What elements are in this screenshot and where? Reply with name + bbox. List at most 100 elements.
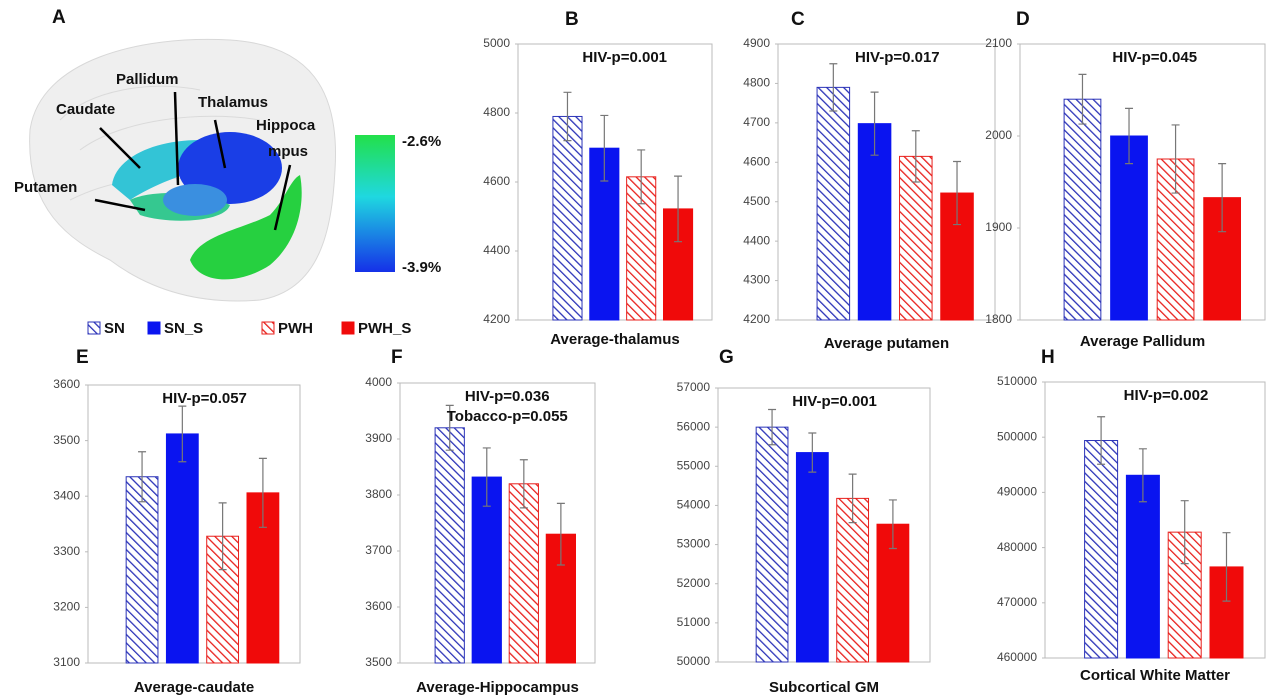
y-tick-label: 480000 (997, 540, 1037, 554)
bar (857, 123, 892, 321)
bar (1084, 440, 1119, 659)
y-tick-label: 4400 (743, 233, 770, 247)
y-tick-label: 5000 (483, 36, 510, 50)
error-bar (1097, 416, 1106, 465)
legend-label: SN_S (164, 320, 203, 337)
x-axis-label: Average-Hippocampus (416, 679, 579, 696)
x-axis-label: Average Pallidum (1080, 333, 1205, 350)
y-tick-label: 54000 (677, 498, 711, 512)
y-tick-label: 3900 (365, 431, 392, 445)
bar (1125, 474, 1160, 659)
y-tick-label: 510000 (997, 374, 1037, 388)
y-tick-label: 3400 (53, 488, 80, 502)
y-tick-label: 500000 (997, 429, 1037, 443)
y-tick-label: 56000 (677, 419, 711, 433)
panel-letter: G (719, 347, 734, 368)
legend-label: SN (104, 320, 125, 337)
panel-letter: D (1016, 9, 1030, 30)
y-tick-label: 51000 (677, 615, 711, 629)
region-label: Caudate (56, 101, 115, 118)
y-tick-label: 1800 (985, 312, 1012, 326)
error-bar (829, 63, 838, 112)
y-tick-label: 4800 (483, 105, 510, 119)
error-bar (953, 160, 962, 226)
y-tick-label: 3500 (365, 655, 392, 669)
bar (125, 476, 159, 664)
panel-letter: F (391, 347, 403, 368)
error-bar (445, 404, 454, 451)
y-tick-label: 3700 (365, 543, 392, 557)
legend-swatch (87, 321, 101, 335)
legend-swatch (147, 321, 161, 335)
panel-letter: E (76, 347, 89, 368)
bar (508, 483, 539, 664)
annotation: HIV-p=0.001 (582, 49, 667, 66)
brain-illustration (29, 38, 395, 302)
y-tick-label: 53000 (677, 537, 711, 551)
y-tick-label: 55000 (677, 458, 711, 472)
colorbar-label: -3.9% (402, 259, 441, 276)
x-axis-label: Subcortical GM (769, 679, 879, 696)
x-axis-label: Average putamen (824, 335, 949, 352)
y-tick-label: 4600 (743, 154, 770, 168)
y-tick-label: 4200 (483, 312, 510, 326)
error-bar (1138, 448, 1147, 503)
y-tick-label: 3100 (53, 655, 80, 669)
region-label: Putamen (14, 179, 77, 196)
y-tick-label: 4000 (365, 375, 392, 389)
y-tick-label: 57000 (677, 380, 711, 394)
bar (552, 115, 583, 321)
y-tick-label: 3200 (53, 600, 80, 614)
error-bar (482, 447, 491, 507)
y-tick-label: 4400 (483, 243, 510, 257)
legend-label: PWH (278, 320, 313, 337)
annotation: HIV-p=0.001 (792, 393, 877, 410)
bar (836, 497, 870, 663)
error-bar (1222, 532, 1231, 602)
error-bar (519, 459, 528, 509)
bar (1063, 98, 1102, 321)
y-tick-label: 490000 (997, 485, 1037, 499)
error-bar (556, 502, 565, 566)
panel-letter: H (1041, 347, 1055, 368)
region-label: Pallidum (116, 71, 179, 88)
y-tick-label: 1900 (985, 220, 1012, 234)
error-bar (768, 408, 777, 446)
x-axis-label: Average-thalamus (550, 331, 680, 348)
y-tick-label: 4200 (743, 312, 770, 326)
annotation: HIV-p=0.045 (1112, 49, 1197, 66)
y-tick-label: 2100 (985, 36, 1012, 50)
y-tick-label: 3300 (53, 544, 80, 558)
bar (816, 86, 851, 321)
error-bar (1171, 124, 1180, 194)
annotation: HIV-p=0.057 (162, 390, 247, 407)
error-bar (563, 91, 572, 142)
error-bar (1180, 500, 1189, 565)
bar (755, 426, 789, 663)
error-bar (1078, 73, 1087, 125)
y-tick-label: 50000 (677, 654, 711, 668)
error-bar (848, 473, 857, 524)
y-tick-label: 470000 (997, 595, 1037, 609)
error-bar (911, 130, 920, 183)
x-axis-label: Cortical White Matter (1080, 667, 1230, 684)
y-tick-label: 4900 (743, 36, 770, 50)
annotation: HIV-p=0.002 (1124, 387, 1209, 404)
annotation: HIV-p=0.017 (855, 49, 940, 66)
y-tick-label: 3600 (53, 377, 80, 391)
error-bar (258, 457, 267, 528)
error-bar (1218, 163, 1227, 233)
y-tick-label: 4500 (743, 194, 770, 208)
panel-letter: C (791, 9, 805, 30)
legend-label: PWH_S (358, 320, 411, 337)
bar (940, 192, 974, 321)
y-tick-label: 4600 (483, 174, 510, 188)
error-bar (178, 405, 187, 463)
error-bar (870, 91, 879, 156)
y-tick-label: 3800 (365, 487, 392, 501)
bar (899, 155, 933, 321)
y-tick-label: 4300 (743, 273, 770, 287)
error-bar (138, 451, 147, 503)
region-label: Thalamus (198, 94, 268, 111)
